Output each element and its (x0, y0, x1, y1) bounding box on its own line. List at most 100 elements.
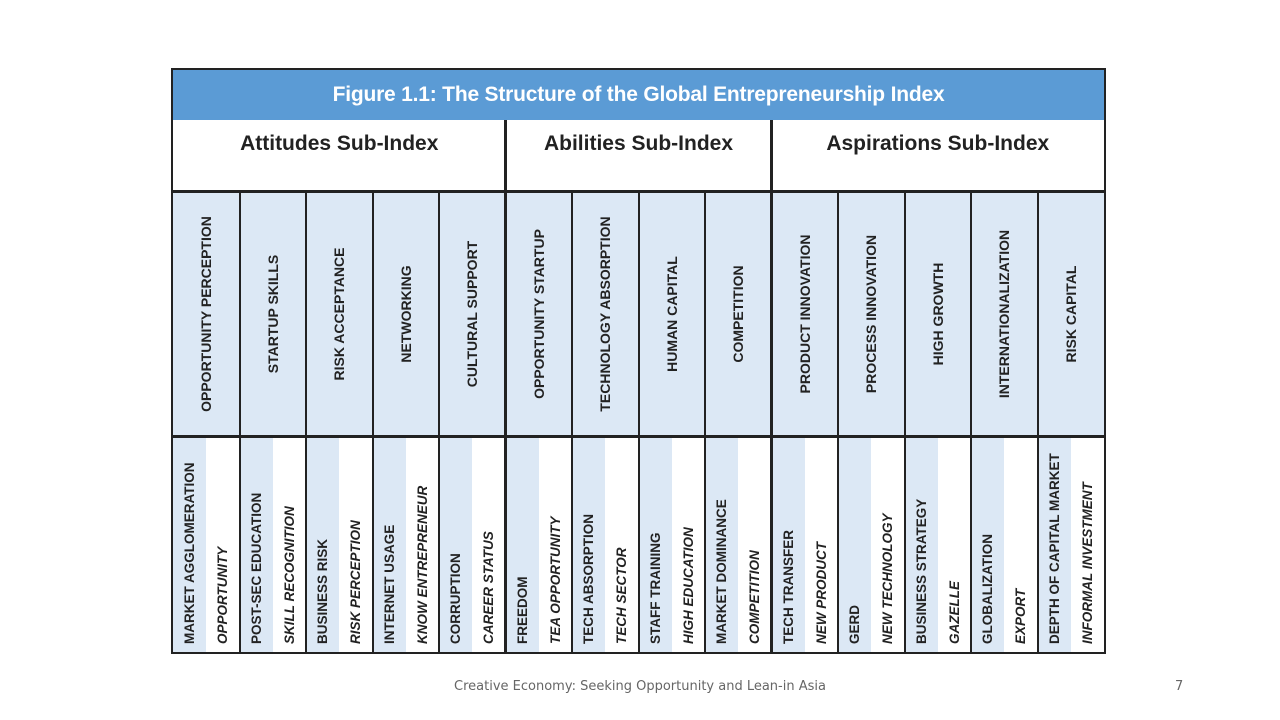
subindex-header: Attitudes Sub-Index (173, 120, 506, 193)
variable-label: POST-SEC EDUCATION (248, 492, 264, 644)
pillar-label: INTERNATIONALIZATION (996, 229, 1013, 399)
pillar-label: STARTUP SKILLS (264, 254, 281, 374)
pillar-label: CULTURAL SUPPORT (464, 240, 481, 388)
pillar-label: HUMAN CAPITAL (663, 256, 680, 372)
pillar-cell: RISK CAPITAL (1037, 193, 1104, 438)
variable-label: INTERNET USAGE (381, 524, 397, 644)
pillar-cell: COMPETITION (705, 193, 772, 438)
variable-cell: GAZELLE (937, 438, 971, 652)
variable-cell: NEW PRODUCT (804, 438, 838, 652)
slide-page-number: 7 (1175, 679, 1184, 694)
variable-label: CAREER STATUS (481, 531, 497, 644)
pillar-divider (438, 193, 440, 652)
variable-label: GERD (847, 604, 862, 644)
variable-label: SKILL RECOGNITION (281, 506, 297, 644)
variable-cell: RISK PERCEPTION (339, 438, 373, 652)
variable-cell: KNOW ENTREPRENEUR (405, 438, 439, 652)
variable-label: STAFF TRAINING (647, 532, 663, 645)
variable-cell: OPPORTUNITY (206, 438, 240, 652)
pillar-label: PROCESS INNOVATION (863, 234, 880, 394)
variable-cell: INTERNET USAGE (372, 438, 406, 652)
variable-label: RISK PERCEPTION (348, 520, 364, 644)
variable-label: TEA OPPORTUNITY (547, 516, 563, 644)
pillar-label: RISK ACCEPTANCE (331, 247, 348, 381)
pillar-cell: INTERNATIONALIZATION (971, 193, 1038, 438)
subindex-header: Aspirations Sub-Index (771, 120, 1104, 193)
pillar-label: PRODUCT INNOVATION (796, 234, 813, 394)
variable-cell: STAFF TRAINING (638, 438, 672, 652)
pillar-divider (305, 193, 307, 652)
variable-label: MARKET AGGLOMERATION (182, 462, 197, 645)
variable-label: NEW PRODUCT (813, 542, 829, 644)
variable-label: EXPORT (1013, 588, 1029, 644)
pillar-divider (970, 193, 972, 652)
pillar-cell: CULTURAL SUPPORT (439, 193, 506, 438)
pillar-label: OPPORTUNITY STARTUP (530, 229, 547, 399)
subindex-divider (770, 120, 773, 652)
variable-cell: BUSINESS STRATEGY (904, 438, 938, 652)
variable-label: INFORMAL INVESTMENT (1079, 482, 1095, 644)
variable-label: OPPORTUNITY (215, 546, 231, 644)
variable-label: NEW TECHNOLOGY (880, 513, 896, 645)
pillar-label: RISK CAPITAL (1062, 265, 1079, 363)
variable-label: HIGH EDUCATION (680, 527, 696, 644)
pillar-label: HIGH GROWTH (929, 262, 946, 366)
variable-cell: NEW TECHNOLOGY (871, 438, 905, 652)
subindex-divider (504, 120, 507, 652)
pillar-cell: HIGH GROWTH (904, 193, 971, 438)
variable-cell: INFORMAL INVESTMENT (1070, 438, 1104, 652)
variable-label: GLOBALIZATION (980, 534, 995, 644)
pillar-divider (1036, 193, 1039, 652)
pillar-divider (238, 193, 241, 652)
pillar-divider (837, 193, 839, 652)
variable-label: BUSINESS RISK (315, 538, 330, 644)
pillar-cell: OPPORTUNITY STARTUP (505, 193, 572, 438)
variable-label: TECH SECTOR (614, 547, 630, 644)
pillar-divider (571, 193, 573, 652)
variable-cell: SKILL RECOGNITION (272, 438, 306, 652)
variable-label: TECH TRANSFER (780, 530, 796, 644)
pillar-label: NETWORKING (397, 265, 414, 363)
pillar-cell: PRODUCT INNOVATION (771, 193, 838, 438)
pillar-label: COMPETITION (730, 265, 747, 363)
variable-cell: COMPETITION (738, 438, 772, 652)
variable-cell: EXPORT (1004, 438, 1038, 652)
variable-cell: GERD (838, 438, 872, 652)
pillar-divider (371, 193, 374, 652)
variable-label: COMPETITION (747, 550, 763, 644)
variable-cell: POST-SEC EDUCATION (239, 438, 273, 652)
variable-cell: TECH ABSORPTION (572, 438, 606, 652)
pillar-label: TECHNOLOGY ABSORPTION (597, 216, 614, 412)
variable-cell: CAREER STATUS (472, 438, 506, 652)
pillar-cell: OPPORTUNITY PERCEPTION (173, 193, 240, 438)
pillar-cell: NETWORKING (372, 193, 439, 438)
slide-footer: Creative Economy: Seeking Opportunity an… (454, 679, 826, 694)
variable-label: KNOW ENTREPRENEUR (414, 485, 430, 644)
variable-cell: TEA OPPORTUNITY (538, 438, 572, 652)
variable-cell: GLOBALIZATION (971, 438, 1005, 652)
variable-cell: BUSINESS RISK (306, 438, 340, 652)
pillar-cell: STARTUP SKILLS (239, 193, 306, 438)
variable-label: BUSINESS STRATEGY (913, 498, 929, 644)
variable-label: DEPTH OF CAPITAL MARKET (1046, 453, 1062, 644)
pillar-label: OPPORTUNITY PERCEPTION (198, 216, 215, 412)
gei-structure-figure: Figure 1.1: The Structure of the Global … (171, 68, 1106, 654)
pillar-divider (704, 193, 706, 652)
figure-title: Figure 1.1: The Structure of the Global … (173, 70, 1104, 120)
pillar-cell: RISK ACCEPTANCE (306, 193, 373, 438)
variable-cell: FREEDOM (505, 438, 539, 652)
pillar-cell: TECHNOLOGY ABSORPTION (572, 193, 639, 438)
variable-cell: TECH SECTOR (605, 438, 639, 652)
variable-cell: MARKET AGGLOMERATION (173, 438, 207, 652)
variable-label: MARKET DOMINANCE (714, 499, 729, 644)
pillar-divider (903, 193, 906, 652)
pillar-cell: HUMAN CAPITAL (638, 193, 705, 438)
variable-cell: MARKET DOMINANCE (705, 438, 739, 652)
variable-cell: CORRUPTION (439, 438, 473, 652)
variable-label: GAZELLE (946, 581, 962, 644)
pillar-divider (637, 193, 640, 652)
variable-cell: HIGH EDUCATION (671, 438, 705, 652)
pillar-cell: PROCESS INNOVATION (838, 193, 905, 438)
variable-label: CORRUPTION (448, 553, 463, 644)
variable-label: TECH ABSORPTION (581, 513, 596, 644)
